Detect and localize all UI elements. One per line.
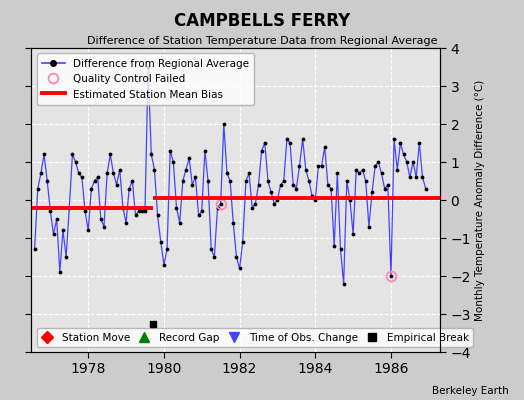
Text: CAMPBELLS FERRY: CAMPBELLS FERRY: [174, 12, 350, 30]
Text: Berkeley Earth: Berkeley Earth: [432, 386, 508, 396]
Y-axis label: Monthly Temperature Anomaly Difference (°C): Monthly Temperature Anomaly Difference (…: [475, 79, 485, 321]
Legend: Station Move, Record Gap, Time of Obs. Change, Empirical Break: Station Move, Record Gap, Time of Obs. C…: [37, 328, 473, 347]
Text: Difference of Station Temperature Data from Regional Average: Difference of Station Temperature Data f…: [87, 36, 437, 46]
